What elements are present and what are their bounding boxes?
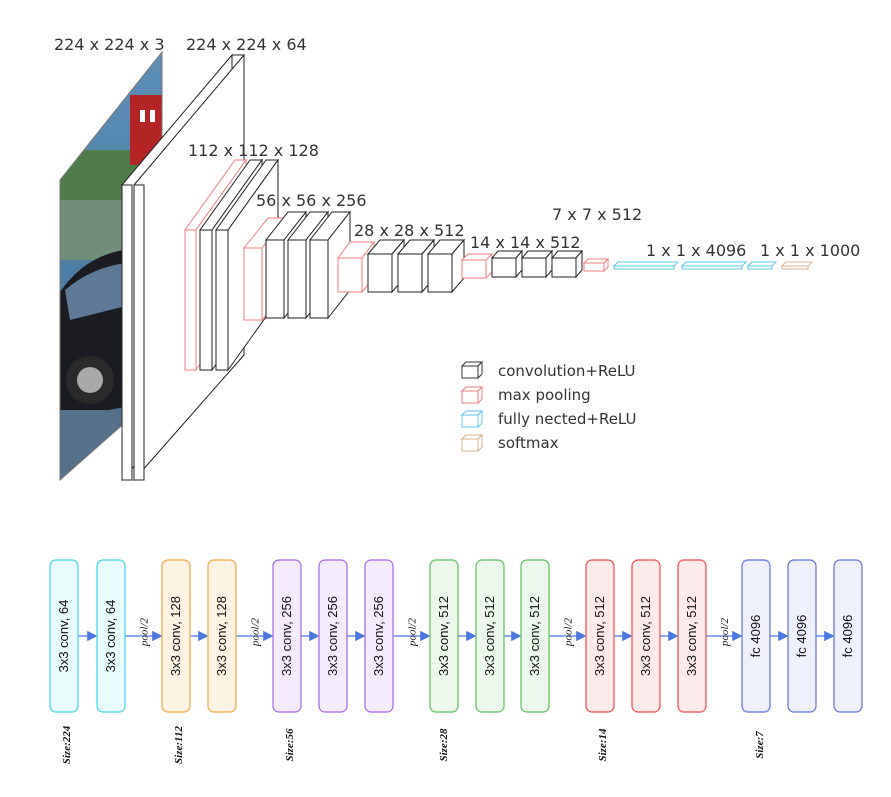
layer-box-shape bbox=[49, 559, 79, 713]
legend-label-pool: max pooling bbox=[498, 386, 591, 404]
legend-label-fc: fully nected+ReLU bbox=[498, 410, 637, 428]
layer-box-shape bbox=[161, 559, 191, 713]
dim-label-fc: 1 x 1 x 4096 bbox=[646, 241, 746, 260]
layer-box: fc 4096 bbox=[787, 559, 817, 713]
layer-box-shape bbox=[787, 559, 817, 713]
dim-label-conv5: 14 x 14 x 512 bbox=[470, 233, 581, 252]
legend-label-conv: convolution+ReLU bbox=[498, 362, 636, 380]
layer-label: 3x3 conv, 128 bbox=[214, 596, 229, 676]
dim-label-conv1: 224 x 224 x 64 bbox=[186, 35, 307, 54]
layer-box: 3x3 conv, 512 bbox=[429, 559, 459, 713]
pool-label: pool/2 bbox=[407, 617, 419, 647]
layer-box: 3x3 conv, 512 bbox=[520, 559, 550, 713]
legend: convolution+ReLU max pooling fully necte… bbox=[460, 360, 637, 453]
dim-label-conv2: 112 x 112 x 128 bbox=[188, 141, 319, 160]
layer-box: 3x3 conv, 512 bbox=[585, 559, 615, 713]
layer-label: 3x3 conv, 256 bbox=[279, 596, 294, 676]
conv5-block bbox=[460, 249, 584, 280]
size-labels: Size:224 Size:112 Size:56 Size:28 Size:14 Siz… bbox=[61, 725, 766, 764]
pool-label: pool/2 bbox=[250, 617, 262, 647]
layer-label: 3x3 conv, 64 bbox=[56, 600, 71, 673]
layer-label: fc 4096 bbox=[840, 615, 855, 658]
pool-label: pool/2 bbox=[563, 617, 575, 647]
layer-label: 3x3 conv, 512 bbox=[527, 596, 542, 676]
size-label: Size:112 bbox=[173, 726, 185, 764]
cube-icon bbox=[460, 409, 484, 429]
pool-labels: pool/2 pool/2 pool/2 pool/2 pool/2 bbox=[139, 617, 732, 647]
size-label: Size:56 bbox=[284, 728, 296, 762]
layer-box-shape bbox=[833, 559, 863, 713]
layer-label: 3x3 conv, 512 bbox=[638, 596, 653, 676]
layer-box-shape bbox=[318, 559, 348, 713]
layer-label: 3x3 conv, 256 bbox=[325, 596, 340, 676]
pool-label: pool/2 bbox=[719, 617, 731, 647]
pool5-block bbox=[582, 257, 610, 273]
vgg-layer-flow-diagram: 3x3 conv, 64 3x3 conv, 64 3x3 conv, 128 3x3… bbox=[49, 559, 863, 764]
layer-box: 3x3 conv, 256 bbox=[318, 559, 348, 713]
softmax-layer bbox=[780, 261, 814, 270]
legend-item-fc: fully nected+ReLU bbox=[460, 409, 637, 429]
conv4-block bbox=[337, 238, 466, 294]
layer-box: 3x3 conv, 512 bbox=[475, 559, 505, 713]
layer-box: 3x3 conv, 512 bbox=[631, 559, 661, 713]
layer-box-shape bbox=[585, 559, 615, 713]
cube-icon bbox=[460, 360, 484, 380]
fc-layers bbox=[612, 261, 778, 270]
legend-label-softmax: softmax bbox=[498, 434, 559, 452]
dim-label-input: 224 x 224 x 3 bbox=[54, 35, 165, 54]
layer-box: fc 4096 bbox=[741, 559, 771, 713]
cube-icon bbox=[460, 385, 484, 405]
layer-label: fc 4096 bbox=[748, 615, 763, 658]
dim-label-output: 1 x 1 x 1000 bbox=[760, 241, 860, 260]
dim-label-conv3: 56 x 56 x 256 bbox=[256, 191, 367, 210]
layer-box: 3x3 conv, 64 bbox=[49, 559, 79, 713]
layer-box-shape bbox=[272, 559, 302, 713]
layer-box-shape bbox=[677, 559, 707, 713]
cube-icon bbox=[460, 433, 484, 453]
layer-label: fc 4096 bbox=[794, 615, 809, 658]
layer-label: 3x3 conv, 512 bbox=[436, 596, 451, 676]
layer-label: 3x3 conv, 512 bbox=[684, 596, 699, 676]
layer-box: fc 4096 bbox=[833, 559, 863, 713]
pool-label: pool/2 bbox=[139, 617, 151, 647]
size-label: Size:14 bbox=[597, 728, 609, 762]
legend-item-softmax: softmax bbox=[460, 433, 559, 453]
layer-box-shape bbox=[475, 559, 505, 713]
legend-item-conv: convolution+ReLU bbox=[460, 360, 636, 380]
layer-box-shape bbox=[520, 559, 550, 713]
layer-box-shape bbox=[364, 559, 394, 713]
layer-label: 3x3 conv, 256 bbox=[371, 596, 386, 676]
layer-box-shape bbox=[207, 559, 237, 713]
layer-label: 3x3 conv, 512 bbox=[592, 596, 607, 676]
layer-box: 3x3 conv, 64 bbox=[96, 559, 126, 713]
size-label: Size:28 bbox=[438, 728, 450, 762]
size-label: Size:7 bbox=[754, 731, 766, 759]
layer-box-shape bbox=[631, 559, 661, 713]
layer-box-shape bbox=[429, 559, 459, 713]
layer-box: 3x3 conv, 128 bbox=[207, 559, 237, 713]
layer-box: 3x3 conv, 128 bbox=[161, 559, 191, 713]
size-label: Size:224 bbox=[61, 725, 73, 764]
legend-item-pool: max pooling bbox=[460, 385, 591, 405]
layer-box: 3x3 conv, 256 bbox=[272, 559, 302, 713]
layer-boxes: 3x3 conv, 64 3x3 conv, 64 3x3 conv, 128 3x3… bbox=[49, 559, 863, 713]
conv3-block bbox=[242, 210, 352, 322]
vgg-3d-architecture-diagram: 224 x 224 x 3 224 x 224 x 64 112 x 112 x… bbox=[54, 35, 860, 482]
layer-box: 3x3 conv, 512 bbox=[677, 559, 707, 713]
dim-label-conv4: 28 x 28 x 512 bbox=[354, 221, 465, 240]
layer-box-shape bbox=[741, 559, 771, 713]
layer-label: 3x3 conv, 64 bbox=[103, 600, 118, 673]
layer-box-shape bbox=[96, 559, 126, 713]
layer-label: 3x3 conv, 128 bbox=[168, 596, 183, 676]
layer-box: 3x3 conv, 256 bbox=[364, 559, 394, 713]
dim-label-pool5: 7 x 7 x 512 bbox=[552, 205, 642, 224]
layer-label: 3x3 conv, 512 bbox=[482, 596, 497, 676]
